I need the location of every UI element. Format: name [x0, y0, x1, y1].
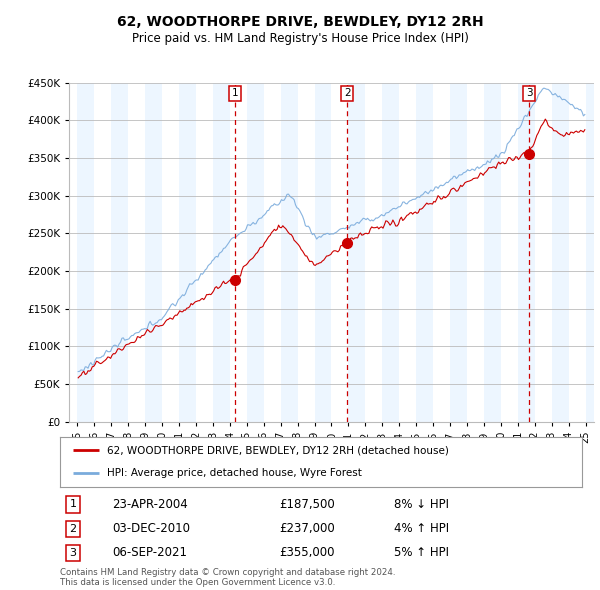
- Text: 3: 3: [526, 88, 533, 98]
- Bar: [551, 83, 569, 422]
- Text: 1: 1: [232, 88, 238, 98]
- Bar: [77, 83, 94, 422]
- Text: £237,000: £237,000: [279, 522, 335, 535]
- Text: 2: 2: [70, 524, 77, 533]
- Text: 8% ↓ HPI: 8% ↓ HPI: [394, 498, 449, 511]
- Text: 3: 3: [70, 548, 77, 558]
- Text: 5% ↑ HPI: 5% ↑ HPI: [394, 546, 449, 559]
- Text: Price paid vs. HM Land Registry's House Price Index (HPI): Price paid vs. HM Land Registry's House …: [131, 32, 469, 45]
- Text: 1: 1: [70, 500, 77, 510]
- Bar: [314, 83, 331, 422]
- Bar: [112, 83, 128, 422]
- Text: HPI: Average price, detached house, Wyre Forest: HPI: Average price, detached house, Wyre…: [107, 468, 362, 478]
- Text: Contains HM Land Registry data © Crown copyright and database right 2024.
This d: Contains HM Land Registry data © Crown c…: [60, 568, 395, 587]
- Bar: [145, 83, 162, 422]
- Text: 23-APR-2004: 23-APR-2004: [112, 498, 188, 511]
- Text: 62, WOODTHORPE DRIVE, BEWDLEY, DY12 2RH: 62, WOODTHORPE DRIVE, BEWDLEY, DY12 2RH: [116, 15, 484, 29]
- Text: £355,000: £355,000: [279, 546, 335, 559]
- Bar: [349, 83, 365, 422]
- Bar: [281, 83, 298, 422]
- Text: 03-DEC-2010: 03-DEC-2010: [112, 522, 190, 535]
- Bar: [213, 83, 230, 422]
- Bar: [586, 83, 600, 422]
- Text: 2: 2: [344, 88, 350, 98]
- Bar: [416, 83, 433, 422]
- Text: 62, WOODTHORPE DRIVE, BEWDLEY, DY12 2RH (detached house): 62, WOODTHORPE DRIVE, BEWDLEY, DY12 2RH …: [107, 445, 449, 455]
- Text: 4% ↑ HPI: 4% ↑ HPI: [394, 522, 449, 535]
- Text: 06-SEP-2021: 06-SEP-2021: [112, 546, 187, 559]
- Text: £187,500: £187,500: [279, 498, 335, 511]
- Bar: [247, 83, 264, 422]
- Bar: [518, 83, 535, 422]
- Bar: [484, 83, 501, 422]
- Bar: [382, 83, 399, 422]
- Bar: [450, 83, 467, 422]
- Bar: [179, 83, 196, 422]
